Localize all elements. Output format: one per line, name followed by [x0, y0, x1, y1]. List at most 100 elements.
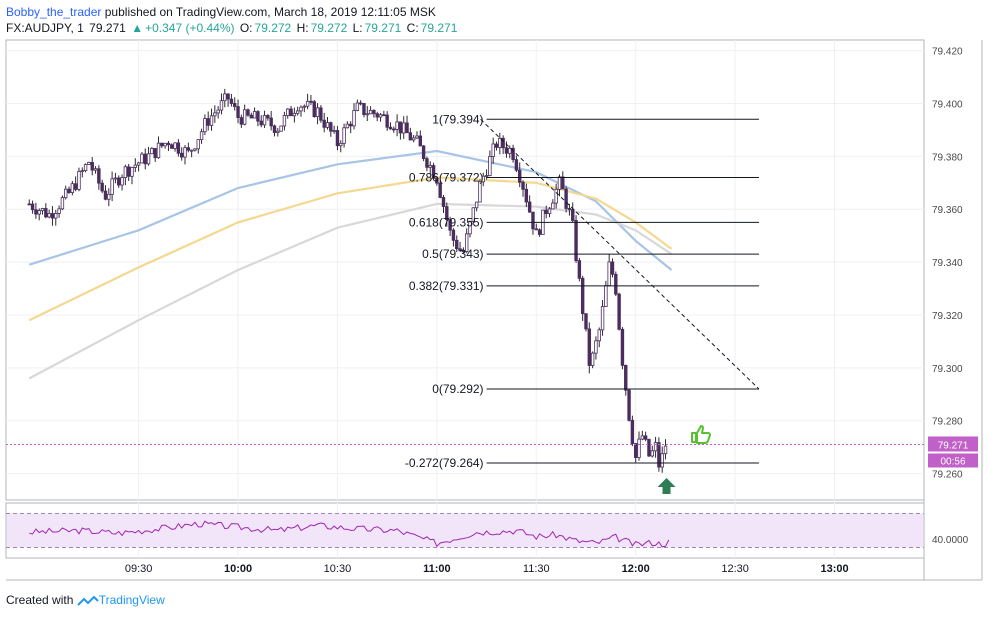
candle-body: [577, 260, 582, 279]
candle-body: [292, 112, 297, 117]
candle-body: [438, 182, 442, 198]
candle-body: [203, 118, 207, 133]
candle-body: [418, 135, 422, 147]
candle-body: [60, 197, 65, 210]
candle-body: [256, 111, 260, 122]
candle-body: [67, 188, 71, 193]
candle-body: [508, 147, 512, 154]
candle-body: [375, 113, 379, 118]
candle-body: [474, 201, 479, 209]
candle-body: [289, 108, 293, 117]
last-price-tag-label: 79.271: [938, 440, 969, 451]
candle-body: [309, 100, 313, 103]
candle-body: [120, 177, 124, 186]
high-label: H:: [296, 21, 309, 35]
candle-body: [272, 125, 277, 133]
candle-body: [229, 98, 234, 104]
candle-body: [567, 208, 572, 210]
high-value: 79.272: [310, 21, 348, 35]
candle-body: [93, 168, 98, 171]
candle-body: [40, 208, 45, 212]
up-arrow-marker-icon: [657, 478, 676, 494]
x-tick-label: 11:00: [423, 563, 451, 575]
candle-body: [498, 137, 502, 148]
candle-body: [382, 114, 386, 117]
candle-body: [226, 93, 230, 100]
candle-body: [173, 142, 177, 149]
candle-body: [163, 142, 167, 147]
close-label: C:: [406, 21, 419, 35]
countdown-tag: [928, 453, 978, 468]
candle-body: [650, 450, 654, 457]
chart-header: Bobby_the_trader published on TradingVie…: [6, 4, 459, 36]
x-tick-label: 10:30: [324, 563, 352, 575]
candle-body: [640, 435, 645, 440]
candle-body: [319, 107, 323, 121]
y-tick-label: 79.300: [932, 364, 963, 375]
candle-body: [315, 107, 320, 118]
candle-body: [160, 142, 164, 147]
candle-body: [209, 115, 214, 126]
candle-body: [614, 273, 618, 295]
tradingview-brand[interactable]: TradingView: [98, 593, 165, 607]
candle-body: [627, 389, 631, 421]
y-tick-label: 79.320: [932, 311, 963, 322]
candle-body: [219, 100, 224, 111]
candle-body: [339, 142, 343, 147]
candle-body: [179, 152, 184, 158]
candle-body: [30, 203, 35, 211]
candle-body: [428, 165, 432, 168]
candle-body: [97, 168, 101, 184]
candle-body: [50, 213, 55, 219]
y-tick-label: 79.420: [932, 47, 963, 58]
candle-body: [488, 156, 492, 176]
candle-body: [259, 120, 263, 126]
candle-body: [166, 142, 171, 146]
candle-body: [140, 153, 144, 164]
candle-body: [266, 115, 270, 119]
candle-body: [484, 175, 489, 177]
candle-body: [491, 143, 495, 157]
candle-body: [143, 153, 147, 165]
candle-body: [647, 438, 651, 457]
author-link[interactable]: Bobby_the_trader: [6, 5, 102, 19]
candle-body: [113, 177, 118, 180]
candle-body: [213, 112, 217, 117]
candle-body: [77, 170, 81, 190]
candle-body: [150, 148, 154, 155]
axes: 79.420 79.400 79.380 79.360 79.340 79.320 79.3…: [125, 47, 978, 575]
candle-body: [451, 229, 456, 241]
open-label: O:: [239, 21, 253, 35]
candle-body: [34, 209, 38, 215]
main-pane-frame: [5, 39, 925, 501]
candle-body: [561, 176, 565, 190]
candle-body: [239, 117, 244, 125]
candle-body: [395, 121, 399, 130]
candle-body: [302, 105, 307, 108]
candle-body: [305, 100, 310, 107]
candle-body: [405, 122, 409, 134]
candle-body: [653, 442, 658, 452]
candle-body: [478, 181, 482, 203]
fib-retracement[interactable]: 1(79.394) 0.786(79.372) 0.618(79.355) 0.5(7…: [6, 112, 924, 470]
price-chart[interactable]: 1(79.394) 0.786(79.372) 0.618(79.355) 0.5(7…: [0, 0, 988, 590]
candle-body: [617, 293, 621, 330]
candle-body: [600, 306, 605, 331]
candle-body: [524, 188, 529, 203]
candle-body: [544, 209, 548, 214]
candle-body: [624, 364, 628, 391]
candle-body: [571, 209, 575, 221]
candle-body: [322, 119, 326, 128]
candle-body: [80, 170, 84, 172]
candle-body: [335, 130, 340, 147]
candle-body: [100, 182, 104, 192]
candle-body: [279, 125, 283, 132]
candle-body: [325, 122, 330, 128]
candle-body: [372, 110, 376, 115]
candle-body: [242, 109, 247, 125]
candle-body: [392, 128, 396, 131]
candle-body: [388, 126, 393, 130]
candle-body: [402, 122, 406, 134]
candle-body: [461, 250, 466, 253]
candle-body: [110, 178, 114, 195]
